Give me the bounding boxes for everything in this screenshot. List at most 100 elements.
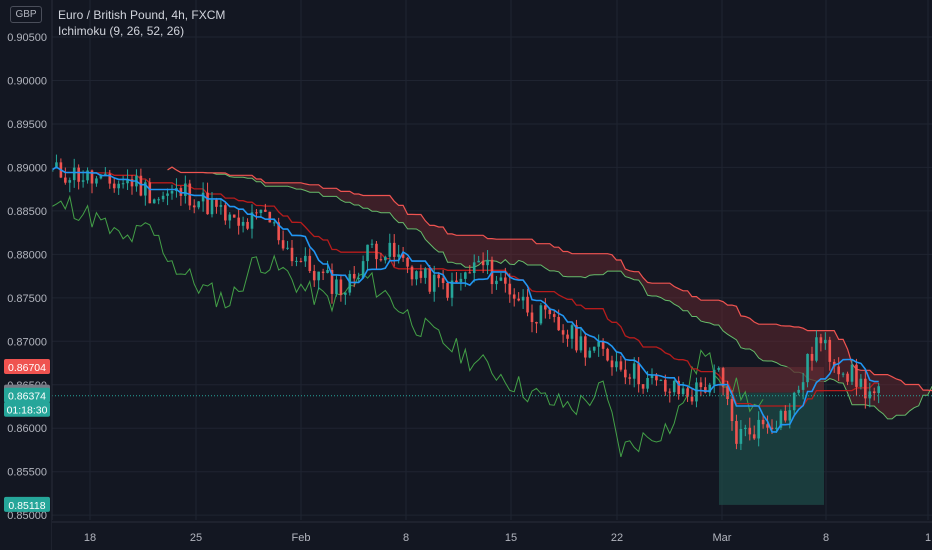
candle (632, 363, 636, 379)
candle (584, 336, 587, 358)
candle (321, 271, 325, 273)
candle (601, 341, 605, 349)
candle (597, 341, 600, 347)
candle (548, 309, 552, 315)
candle (126, 179, 129, 184)
symbol-title[interactable]: Euro / British Pound, 4h, FXCM (58, 8, 226, 22)
candle (704, 387, 707, 393)
price-tick-label: 0.89500 (7, 119, 47, 131)
target-zone (719, 392, 824, 505)
candle (486, 259, 489, 266)
candle (748, 427, 752, 435)
candle (797, 389, 800, 393)
candle (361, 261, 365, 278)
candle (686, 388, 689, 397)
candle (104, 173, 107, 175)
candle (499, 277, 503, 281)
candle (375, 243, 378, 260)
candle (575, 325, 578, 351)
candle (64, 177, 67, 183)
candle (761, 419, 765, 425)
candle (672, 380, 676, 393)
candle (335, 279, 338, 294)
candle (72, 167, 76, 181)
candle (530, 312, 534, 323)
candle (459, 278, 463, 283)
candle (726, 386, 729, 400)
price-tick-label: 0.86000 (7, 423, 47, 435)
candle (446, 283, 449, 298)
candle (55, 162, 58, 169)
price-tick-label: 0.88500 (7, 206, 47, 218)
candle (99, 174, 103, 179)
candle (130, 179, 134, 187)
candle (877, 386, 880, 394)
candle (259, 209, 263, 214)
candle (681, 388, 685, 395)
price-tick-label: 0.89000 (7, 162, 47, 174)
candle (317, 271, 320, 281)
candle (544, 305, 547, 310)
time-axis[interactable]: 18 25 Feb 8 15 22 Mar 8 1 (52, 520, 932, 550)
price-tick-label: 0.90000 (7, 75, 47, 87)
candle (290, 247, 294, 262)
leading-span-a (167, 166, 932, 420)
stop-price-label-bg (4, 359, 50, 375)
candle (824, 339, 827, 344)
candle (659, 379, 663, 381)
last-price-label-bg (4, 387, 50, 403)
candle (246, 221, 249, 229)
candle (561, 330, 565, 335)
candle (344, 292, 347, 295)
candle (735, 421, 738, 444)
price-axis[interactable]: 0.90500 0.90000 0.89500 0.89000 0.88500 0.880… (0, 0, 53, 550)
candle (846, 373, 849, 382)
indicator-legend[interactable]: Ichimoku (9, 26, 52, 26) (58, 24, 185, 38)
last-price-label: 0.86374 (8, 391, 46, 403)
candle (406, 257, 409, 267)
candle (770, 427, 774, 429)
candle (841, 373, 845, 375)
candle (210, 199, 214, 215)
candle (392, 242, 396, 257)
short-position-tool[interactable] (719, 367, 824, 505)
candle (326, 269, 329, 273)
candle (232, 214, 236, 218)
countdown-label: 01:18:30 (7, 405, 48, 417)
candle (348, 273, 352, 293)
candle (170, 191, 174, 194)
candle (268, 211, 272, 223)
candle (117, 183, 120, 189)
candle (81, 180, 85, 182)
candle (77, 167, 80, 182)
candle (517, 298, 520, 301)
currency-badge[interactable]: GBP (10, 6, 42, 23)
time-tick-label: 22 (611, 532, 623, 544)
candle (606, 348, 609, 361)
lagging-span (51, 194, 764, 458)
candle (828, 339, 832, 362)
candle (508, 283, 512, 295)
price-tick-label: 0.90500 (7, 32, 47, 44)
candle (708, 384, 712, 393)
candle (224, 205, 227, 221)
target-price-label: 0.85118 (8, 500, 45, 512)
candle (477, 260, 480, 263)
candle (357, 277, 360, 279)
candle (637, 363, 640, 385)
candle (304, 255, 307, 262)
candle (495, 280, 498, 285)
time-tick-label: 1 (925, 532, 931, 544)
target-price-label-bg (4, 496, 50, 512)
candle (566, 334, 569, 339)
candle (690, 396, 694, 402)
candle (161, 195, 165, 200)
candle (552, 314, 556, 317)
time-tick-label: 15 (505, 532, 517, 544)
candle (526, 296, 529, 313)
candle (801, 382, 805, 390)
candle (855, 364, 858, 387)
price-tick-label: 0.87000 (7, 336, 47, 348)
